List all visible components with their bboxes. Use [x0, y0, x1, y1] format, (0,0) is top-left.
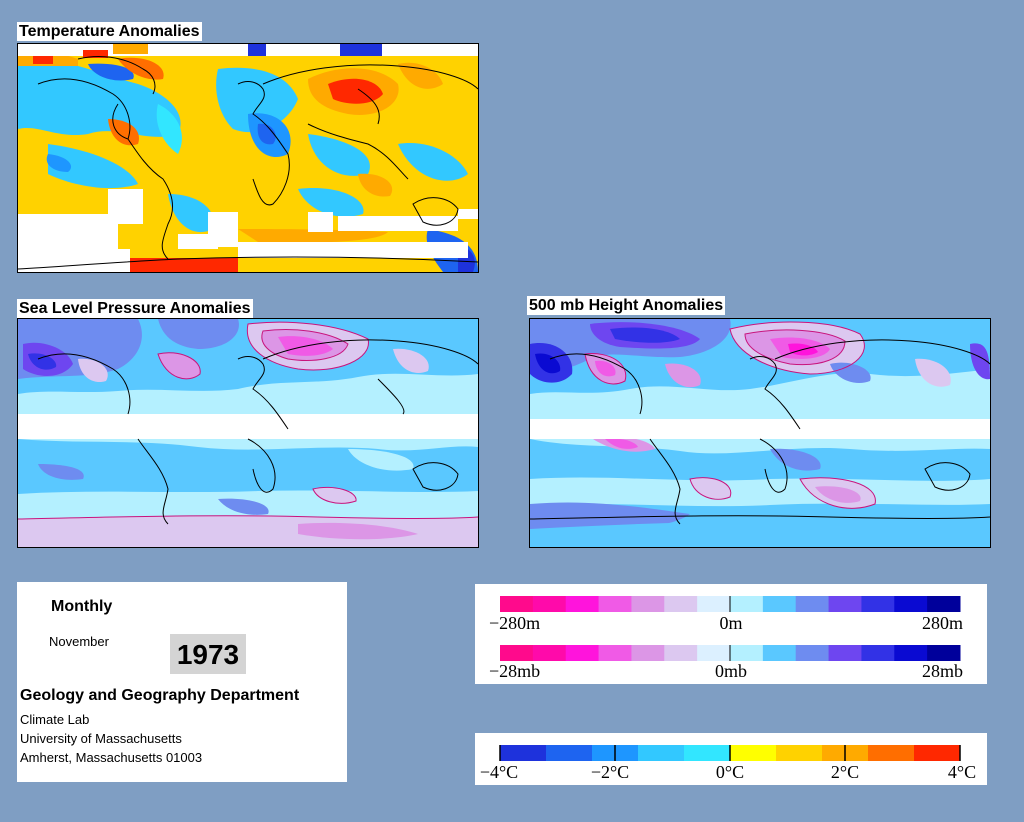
- height-max-label: 280m: [922, 613, 963, 633]
- height-swatch-3: [565, 596, 600, 612]
- pressure-swatch-2: [532, 645, 567, 661]
- pressure-min-label: −28mb: [489, 661, 540, 681]
- height-mid-label: 0m: [719, 613, 742, 633]
- height-swatch-6: [664, 596, 698, 612]
- height-swatch-9: [762, 596, 797, 612]
- address-line-1: Climate Lab: [20, 712, 90, 727]
- slp-map: [17, 318, 479, 548]
- pressure-colorbar: [500, 645, 961, 661]
- temp-label-1: −4°C: [480, 762, 518, 782]
- height-swatch-12: [861, 596, 895, 612]
- height-swatch-11: [828, 596, 862, 612]
- temperature-cold-regions: [18, 58, 478, 272]
- pressure-swatch-6: [664, 645, 698, 661]
- height-swatch-13: [894, 596, 928, 612]
- pressure-max-label: 28mb: [922, 661, 963, 681]
- pressure-swatch-11: [828, 645, 862, 661]
- height500-contours: [584, 321, 876, 509]
- temp-label-2: −2°C: [591, 762, 629, 782]
- department-name: Geology and Geography Department: [20, 687, 300, 704]
- temperature-legend: −4°C −2°C 0°C 2°C 4°C: [475, 733, 987, 785]
- pressure-swatch-14: [927, 645, 961, 661]
- anomaly-legend: −280m 0m 280m −28mb 0mb 28mb: [475, 584, 987, 684]
- temperature-title: Temperature Anomalies: [17, 22, 202, 41]
- temperature-map: [17, 43, 479, 273]
- temperature-swatch-9: [868, 745, 915, 761]
- temperature-swatch-4: [638, 745, 685, 761]
- temperature-swatch-2: [546, 745, 593, 761]
- height-swatch-5: [631, 596, 665, 612]
- pressure-swatch-7: [697, 645, 731, 661]
- address-line-2: University of Massachusetts: [20, 731, 182, 746]
- pressure-swatch-5: [631, 645, 665, 661]
- temperature-swatch-1: [500, 745, 547, 761]
- height-swatch-1: [500, 596, 534, 612]
- height500-map: [529, 318, 991, 548]
- slp-coastlines: [37, 339, 478, 525]
- pressure-swatch-1: [500, 645, 534, 661]
- height-swatch-14: [927, 596, 961, 612]
- temp-label-5: 4°C: [948, 762, 976, 782]
- temperature-swatch-5: [684, 745, 731, 761]
- height-min-label: −280m: [489, 613, 540, 633]
- height-swatch-2: [532, 596, 567, 612]
- pressure-swatch-3: [565, 645, 600, 661]
- pressure-swatch-4: [598, 645, 632, 661]
- temperature-swatch-6: [730, 745, 777, 761]
- pressure-mid-label: 0mb: [715, 661, 747, 681]
- height500-title: 500 mb Height Anomalies: [527, 296, 726, 315]
- height-swatch-7: [697, 596, 731, 612]
- pressure-swatch-13: [894, 645, 928, 661]
- temp-label-3: 0°C: [716, 762, 744, 782]
- slp-title: Sea Level Pressure Anomalies: [17, 299, 253, 318]
- height-colorbar: [500, 596, 961, 612]
- temperature-colorbar: [499, 745, 961, 761]
- period-type: Monthly: [51, 598, 113, 615]
- height500-coastlines: [530, 339, 990, 525]
- pressure-swatch-12: [861, 645, 895, 661]
- temperature-swatch-7: [776, 745, 823, 761]
- temperature-top-blocks: [33, 44, 382, 64]
- temperature-coastlines: [18, 55, 478, 270]
- height-swatch-8: [730, 596, 764, 612]
- pressure-swatch-8: [730, 645, 764, 661]
- height-swatch-10: [795, 596, 830, 612]
- address-line-3: Amherst, Massachusetts 01003: [20, 750, 203, 765]
- temp-label-4: 2°C: [831, 762, 859, 782]
- temperature-swatch-10: [914, 745, 961, 761]
- info-panel: Monthly November 1973 Geology and Geogra…: [17, 582, 347, 782]
- pressure-swatch-10: [795, 645, 830, 661]
- month-label: November: [49, 634, 109, 649]
- year-label: 1973: [170, 634, 246, 674]
- slp-contours: [18, 321, 478, 520]
- height-swatch-4: [598, 596, 632, 612]
- pressure-swatch-9: [762, 645, 797, 661]
